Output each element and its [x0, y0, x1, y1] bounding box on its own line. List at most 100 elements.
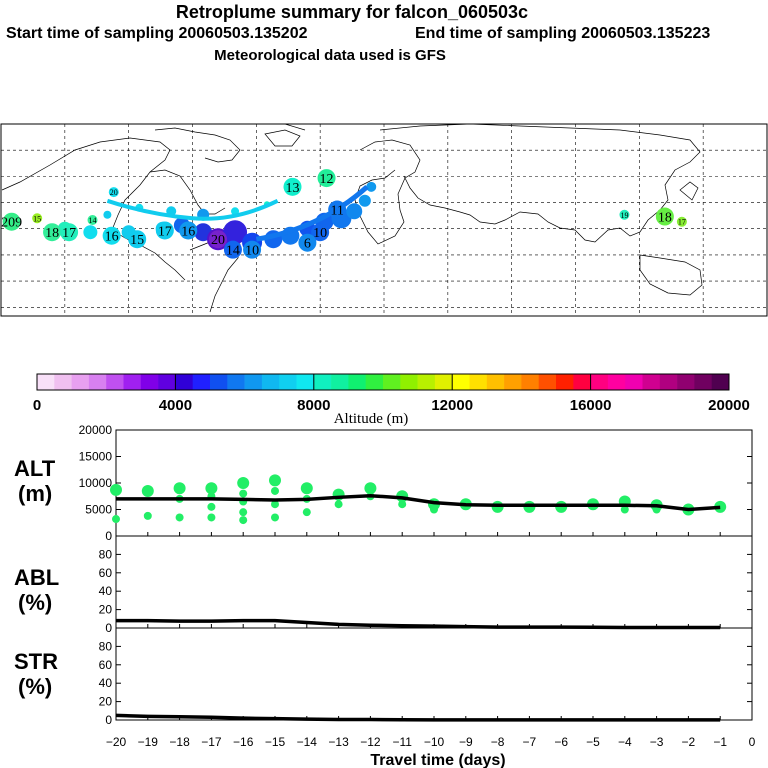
colorbar-cell [348, 374, 366, 390]
series-line [116, 618, 721, 630]
colorbar-cell [607, 374, 626, 390]
colorbar-cell [261, 374, 280, 390]
colorbar-cell [469, 374, 488, 390]
x-tick-label: −3 [650, 735, 664, 749]
x-tick-label: −2 [682, 735, 696, 749]
plume-label: 17 [158, 224, 172, 239]
colorbar: 0 4000 8000 12000 16000 20000 Altitude (m) [33, 373, 750, 427]
alt-scatter-point [714, 500, 727, 513]
alt-scatter-point [205, 482, 218, 495]
y-tick-label: 0 [105, 713, 112, 727]
str-unit: (%) [18, 674, 52, 699]
plume-marker [298, 233, 317, 252]
alt-scatter-point [302, 508, 311, 517]
plume-marker [328, 200, 347, 219]
colorbar-cell [400, 374, 418, 390]
plume-label: 18 [658, 211, 672, 226]
x-tick-label: −4 [618, 735, 632, 749]
y-tick-label: 20000 [79, 423, 113, 437]
plume-label: 6 [304, 237, 311, 252]
alt-scatter-point [237, 477, 250, 489]
series-line [116, 493, 721, 512]
colorbar-cell [192, 374, 211, 390]
x-tick-label: −14 [297, 735, 318, 749]
colorbar-cell [88, 374, 107, 390]
colorbar-cell [573, 374, 591, 390]
colorbar-cell [417, 374, 436, 390]
chart-title: Retroplume summary for falcon_060503c [175, 2, 529, 22]
colorbar-cell [175, 374, 193, 390]
alt-scatter-point [207, 502, 216, 511]
x-axis-label: Travel time (days) [370, 752, 505, 768]
series-line [115, 713, 721, 722]
alt-scatter-point [430, 505, 438, 514]
colorbar-cell [313, 374, 332, 390]
x-tick-label: −7 [523, 735, 537, 749]
colorbar-cell [244, 374, 263, 390]
colorbar-cell [659, 374, 678, 390]
colorbar-cell [123, 374, 142, 390]
y-tick-label: 40 [99, 584, 113, 598]
x-tick-label: −12 [360, 735, 381, 749]
colorbar-tick-label: 0 [33, 397, 41, 414]
y-tick-label: 5000 [85, 503, 112, 517]
x-tick-label: −1 [713, 735, 727, 749]
plume-label: 10 [245, 244, 259, 259]
plume-label: 16 [105, 230, 119, 245]
y-tick-label: 0 [105, 529, 112, 543]
plume-marker [283, 177, 302, 196]
plume-marker [128, 230, 147, 249]
colorbar-cell [521, 374, 539, 390]
colorbar-cell [452, 374, 470, 390]
colorbar-cell [279, 374, 297, 390]
colorbar-cell [434, 374, 453, 390]
plume-marker [317, 169, 336, 188]
alt-scatter-point [239, 516, 248, 525]
alt-scatter-point [334, 500, 343, 509]
plume-marker [102, 226, 121, 245]
y-tick-label: 15000 [79, 450, 113, 464]
plume-label: 17 [678, 218, 686, 227]
x-tick-label: −9 [459, 735, 473, 749]
x-tick-label: −17 [201, 735, 222, 749]
met-data: Meteorological data used is GFS [214, 47, 446, 64]
plume-marker [87, 215, 98, 225]
colorbar-cell [625, 374, 643, 390]
y-tick-label: 60 [99, 658, 113, 672]
colorbar-cell [106, 374, 124, 390]
colorbar-tick-label: 4000 [159, 397, 192, 414]
plume-marker [179, 221, 198, 240]
alt-scatter-point [173, 482, 186, 495]
alt-scatter-point [269, 474, 281, 487]
colorbar-cell [365, 374, 384, 390]
colorbar-cell [37, 374, 55, 390]
alt-scatter-point [143, 511, 152, 520]
alt-scatter-point [112, 515, 120, 524]
colorbar-cell [227, 374, 245, 390]
plume-label: 14 [88, 216, 96, 225]
abl-unit: (%) [18, 590, 52, 615]
x-tick-label: −20 [106, 735, 127, 749]
colorbar-tick-label: 12000 [431, 397, 473, 414]
x-tick-label: 0 [749, 735, 756, 749]
y-tick-label: 80 [99, 639, 113, 653]
plume-blob [103, 210, 112, 219]
x-tick-label: −13 [328, 735, 349, 749]
alt-label: ALT [14, 456, 56, 481]
colorbar-cell [694, 374, 712, 390]
plume-blob [366, 181, 377, 192]
plume-marker [655, 207, 674, 226]
colorbar-cell [383, 374, 401, 390]
alt-scatter-point [271, 486, 279, 495]
plume-label: 12 [320, 172, 334, 187]
y-tick-label: 10000 [79, 476, 113, 490]
x-tick-label: −18 [169, 735, 190, 749]
colorbar-tick-label: 16000 [570, 397, 612, 414]
colorbar-cell [486, 374, 505, 390]
plume-marker [209, 230, 228, 249]
alt-scatter-point [620, 505, 629, 514]
y-tick-label: 0 [105, 621, 112, 635]
plume-label: 10 [313, 226, 327, 241]
